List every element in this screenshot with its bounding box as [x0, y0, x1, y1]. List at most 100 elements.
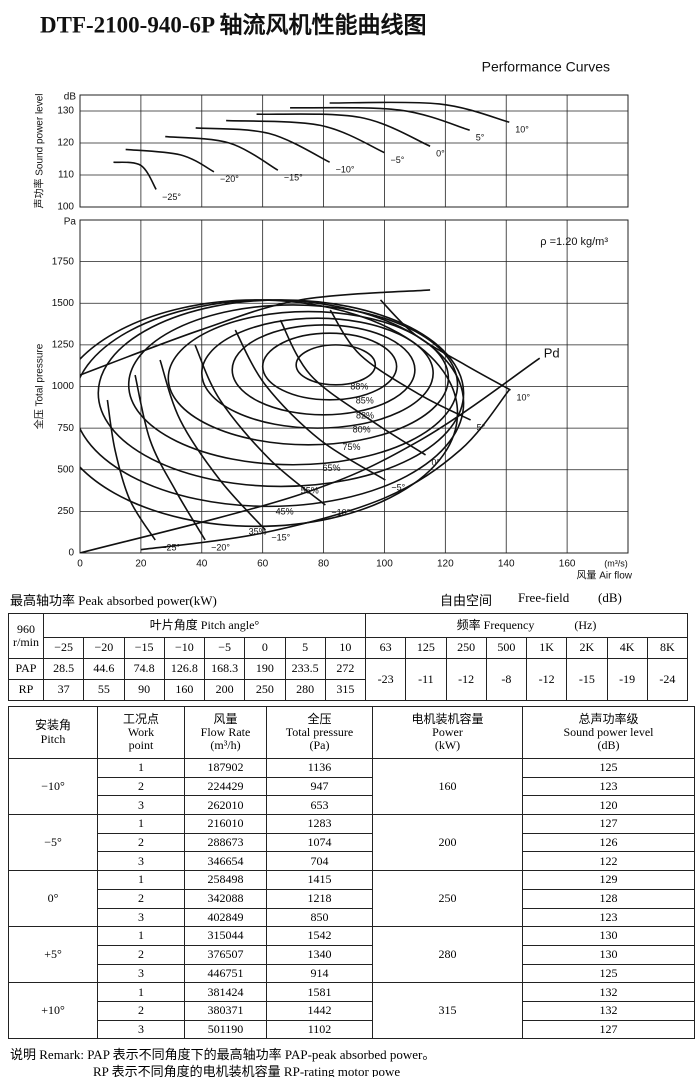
cell: 1442 [266, 1000, 373, 1021]
cell: 132 [522, 982, 695, 1002]
x-axis-label: 风量 Air flow [576, 570, 632, 582]
sound-caption: (dB) [598, 590, 622, 605]
y-tick-label: 500 [57, 464, 74, 475]
cell: −15 [123, 637, 165, 659]
efficiency-contour [295, 344, 377, 386]
title: DTF-2100-940-6P 轴流风机性能曲线图 [40, 11, 427, 37]
x-tick-label: 0 [77, 559, 83, 570]
cell: 1218 [266, 888, 373, 909]
cell: 125 [522, 963, 695, 984]
row: −10° 1 187902 1136 160 125 [8, 757, 695, 816]
cell: -8 [485, 658, 528, 701]
cell: PAP [8, 658, 44, 680]
cell: 446751 [184, 963, 267, 984]
cell: 安装角 Pitch [8, 706, 98, 759]
cell: 0° [8, 870, 98, 928]
pitch-curve [194, 344, 326, 506]
cell: 全压 Total pressure (Pa) [266, 706, 373, 759]
cell: 653 [266, 795, 373, 816]
y-axis-label: 声功率 Sound power level [33, 93, 46, 208]
cell: 315044 [184, 926, 267, 946]
pitch-curve [234, 329, 386, 481]
cell: 250 [372, 870, 523, 928]
subtitle: Performance Curves [482, 59, 610, 75]
pitch-label: −20° [211, 542, 230, 552]
cell: 200 [372, 814, 523, 872]
header-line: Work [127, 724, 155, 739]
cell: 128 [522, 888, 695, 909]
pitch-curve [290, 106, 470, 131]
row: 3 402849 850 123 [9, 907, 695, 928]
remark: 说明 Remark: PAP 表示不同角度下的最高轴功率 PAP-peak ab… [10, 1047, 436, 1062]
cell: 1074 [266, 832, 373, 853]
cell: 704 [266, 851, 373, 872]
sound-caption: Free-field [518, 590, 570, 605]
cell: 258498 [184, 870, 267, 890]
cell: 190 [244, 658, 286, 680]
work-table: 安装角 Pitch 工况点 Work point 风量 Flow Rate (m³/h) 全压 T… [8, 706, 695, 1040]
cell: 2 [97, 944, 185, 965]
cell: 501190 [184, 1019, 267, 1040]
cell: 122 [522, 851, 695, 872]
y-tick-label: 1250 [52, 340, 75, 351]
efficiency-contour [200, 317, 434, 429]
x-tick-label: 60 [257, 559, 269, 570]
efficiency-contour [127, 304, 459, 466]
cell: 376507 [184, 944, 267, 965]
row: −5° 1 216010 1283 200 127 [8, 814, 695, 872]
cell: 262010 [184, 795, 267, 816]
cell: 130 [522, 926, 695, 946]
cell: 5 [284, 637, 326, 659]
efficiency-contour [231, 324, 416, 416]
header-line: point [128, 738, 154, 753]
pitch-label: 5° [476, 133, 485, 143]
pitch-curve [195, 127, 330, 163]
header-line: Total pressure [285, 724, 354, 739]
pitch-curve [256, 113, 431, 147]
row: 2 224429 947 123 [9, 776, 695, 797]
row: 3 346654 704 122 [9, 851, 695, 872]
cell: 风量 Flow Rate (m³/h) [184, 706, 267, 759]
y-tick-label: 110 [58, 170, 74, 181]
y-axis-label: 全压 Total pressure [33, 343, 46, 429]
pressure-chart: 0 20 40 60 80 100 120 140 160 0 250 500 750 1000 1250 1… [33, 217, 633, 582]
cell: 129 [522, 870, 695, 890]
cell: 130 [522, 944, 695, 965]
cell: −10 [163, 637, 206, 659]
pitch-label: −20° [220, 174, 239, 184]
efficiency-contour [167, 310, 450, 446]
row: 2 288673 1074 126 [9, 832, 695, 853]
cell: 1 [97, 870, 185, 890]
cell: 280 [372, 926, 523, 984]
cell: 频率 Frequency (Hz) [365, 613, 688, 638]
y-tick-label: 130 [57, 106, 74, 117]
x-tick-label: 160 [559, 559, 576, 570]
cell: 55 [83, 679, 125, 701]
cell: 120 [522, 795, 695, 816]
cell: 1283 [266, 814, 373, 834]
header-line: (kW) [434, 738, 461, 753]
cell: 3 [97, 963, 185, 984]
plot-frame [79, 94, 629, 208]
cell: +5° [8, 926, 98, 984]
header-line: (Pa) [309, 738, 330, 753]
cell: 63 [364, 637, 407, 659]
y-unit: dB [64, 92, 77, 103]
cell: 960 r/min [8, 613, 44, 659]
cell: 1415 [266, 870, 373, 890]
cell: −20 [83, 637, 125, 659]
cell: 315 [372, 982, 523, 1040]
cell: 216010 [184, 814, 267, 834]
pitch-curve [329, 101, 510, 123]
cell: 315 [324, 679, 367, 701]
efficiency-label: 80% [353, 425, 371, 435]
cell: RP [8, 679, 44, 701]
cell: -12 [525, 658, 568, 701]
density: ρ =1.20 kg/m³ [540, 236, 608, 248]
cell: -23 [364, 658, 407, 701]
row: PAP 28.5 44.6 74.8 126.8 168.3 190 233.5 272 -23-… [8, 658, 689, 701]
cell: 1 [97, 926, 185, 946]
cell: 工况点 Work point [97, 706, 185, 759]
pitch-label: −15° [271, 532, 290, 542]
